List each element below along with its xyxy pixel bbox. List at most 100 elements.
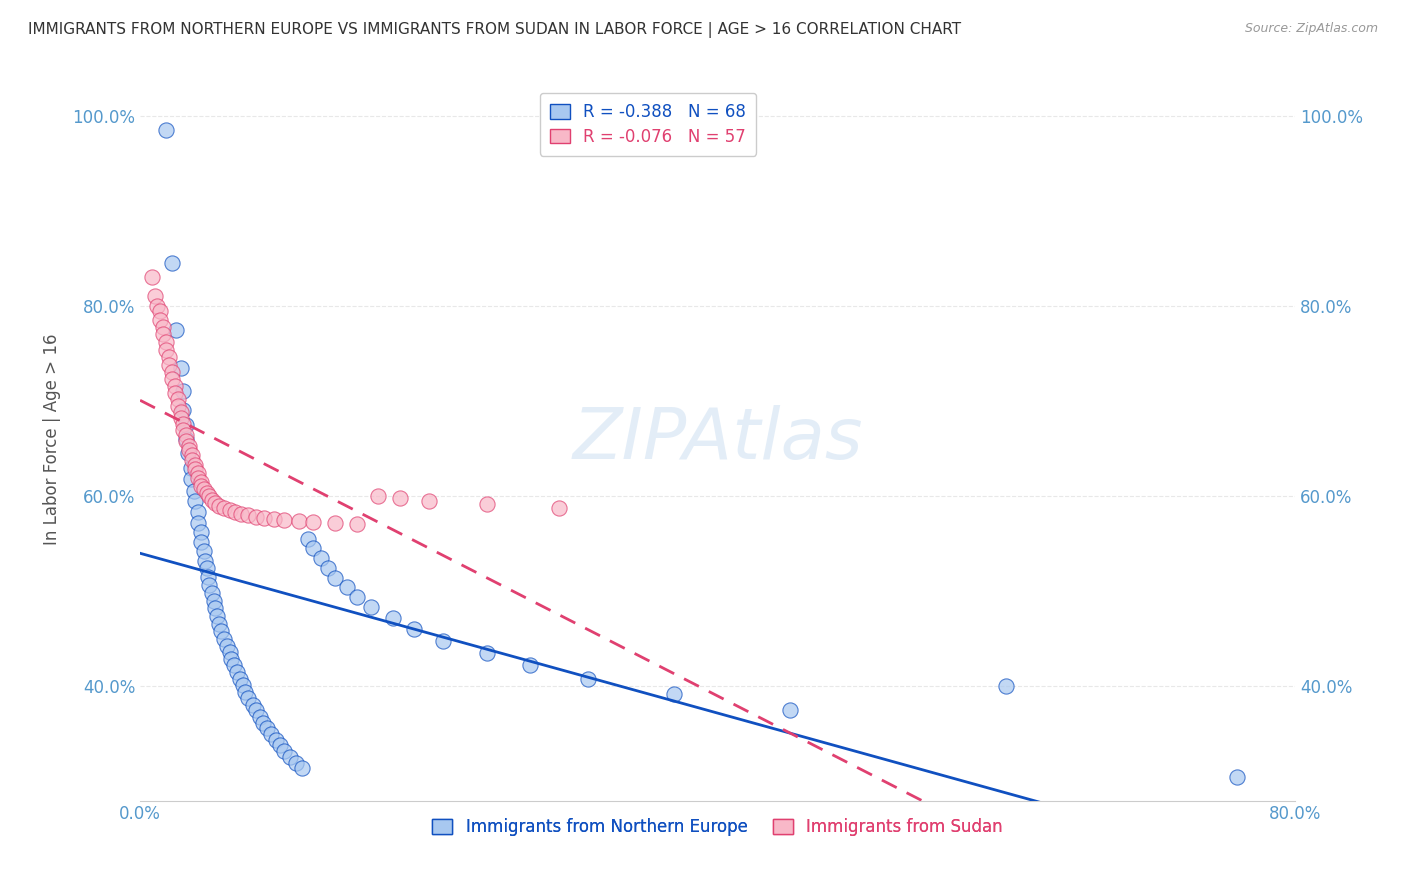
Point <box>174 428 197 442</box>
Point <box>235 685 257 699</box>
Point <box>160 256 183 270</box>
Point <box>190 525 212 540</box>
Point <box>180 472 202 486</box>
Point <box>204 601 226 615</box>
Point <box>204 496 226 510</box>
Point <box>260 727 283 741</box>
Point <box>149 313 172 327</box>
Point <box>195 486 218 500</box>
Legend: Immigrants from Northern Europe, Immigrants from Sudan: Immigrants from Northern Europe, Immigra… <box>426 812 1010 843</box>
Text: Source: ZipAtlas.com: Source: ZipAtlas.com <box>1244 22 1378 36</box>
Point <box>166 392 188 406</box>
Point <box>184 494 207 508</box>
Point <box>172 384 194 399</box>
Point <box>335 581 357 595</box>
Point <box>404 623 426 637</box>
Point <box>224 505 246 519</box>
Point <box>166 399 188 413</box>
Point <box>201 586 224 600</box>
Point <box>172 423 194 437</box>
Point <box>177 446 200 460</box>
Point <box>1226 770 1249 784</box>
Point <box>184 462 207 476</box>
Y-axis label: In Labor Force | Age > 16: In Labor Force | Age > 16 <box>44 334 60 545</box>
Point <box>198 489 221 503</box>
Point <box>232 678 254 692</box>
Point <box>174 417 197 432</box>
Point <box>245 510 267 524</box>
Point <box>212 501 235 516</box>
Point <box>174 434 197 448</box>
Point <box>995 680 1018 694</box>
Point <box>155 334 177 349</box>
Point <box>181 448 204 462</box>
Point <box>285 756 308 770</box>
Point <box>205 609 228 624</box>
Point <box>201 492 224 507</box>
Text: ZIPAtlas: ZIPAtlas <box>572 405 863 474</box>
Point <box>179 443 201 458</box>
Point <box>209 624 232 639</box>
Point <box>152 327 174 342</box>
Point <box>779 703 801 717</box>
Point <box>179 439 201 453</box>
Point <box>215 639 238 653</box>
Point <box>316 561 339 575</box>
Point <box>346 516 368 531</box>
Point <box>208 499 231 513</box>
Point <box>547 500 569 515</box>
Point <box>143 289 166 303</box>
Point <box>245 703 267 717</box>
Point <box>180 460 202 475</box>
Point <box>519 658 541 673</box>
Point <box>155 122 177 136</box>
Point <box>190 534 212 549</box>
Point <box>187 467 209 481</box>
Point <box>432 633 454 648</box>
Point <box>160 366 183 380</box>
Point <box>174 432 197 446</box>
Point <box>381 611 404 625</box>
Point <box>264 732 287 747</box>
Point <box>228 672 250 686</box>
Point <box>193 544 215 558</box>
Point <box>155 343 177 357</box>
Point <box>475 646 498 660</box>
Point <box>169 405 191 419</box>
Point <box>160 372 183 386</box>
Point <box>360 599 382 614</box>
Point <box>269 739 291 753</box>
Point <box>238 690 260 705</box>
Point <box>576 672 599 686</box>
Point <box>302 541 325 556</box>
Point <box>187 516 209 530</box>
Point <box>187 471 209 485</box>
Point <box>218 503 240 517</box>
Point <box>165 323 187 337</box>
Point <box>190 478 212 492</box>
Point <box>218 645 240 659</box>
Point <box>184 458 207 472</box>
Point <box>252 715 274 730</box>
Point <box>146 299 169 313</box>
Point <box>181 453 204 467</box>
Point <box>323 516 346 530</box>
Point <box>157 358 180 372</box>
Point <box>297 532 319 546</box>
Point <box>388 491 411 505</box>
Point <box>367 489 389 503</box>
Point <box>141 270 163 285</box>
Point <box>190 475 212 489</box>
Point <box>169 411 191 425</box>
Point <box>291 761 314 775</box>
Point <box>202 594 225 608</box>
Point <box>163 386 186 401</box>
Point <box>253 511 276 525</box>
Point <box>302 515 325 529</box>
Point <box>238 508 260 523</box>
Point <box>149 303 172 318</box>
Point <box>256 721 278 735</box>
Point <box>172 403 194 417</box>
Point <box>273 513 295 527</box>
Point <box>263 512 285 526</box>
